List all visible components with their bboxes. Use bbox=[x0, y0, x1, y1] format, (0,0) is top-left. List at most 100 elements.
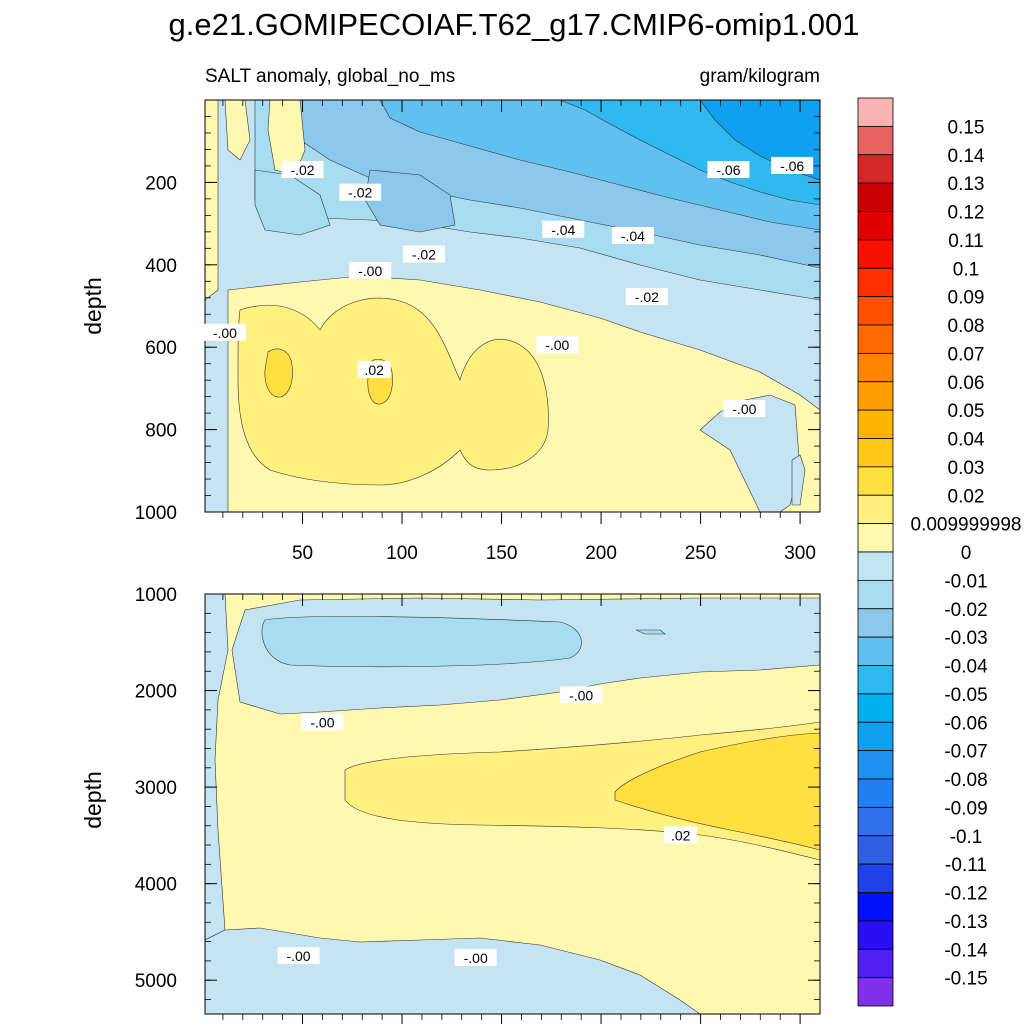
svg-text:-.02: -.02 bbox=[290, 162, 314, 178]
colorbar-label: 0.08 bbox=[948, 316, 985, 337]
colorbar-swatch bbox=[857, 211, 894, 241]
contour-label: -.02 bbox=[281, 161, 324, 179]
colorbar-swatch bbox=[857, 352, 894, 383]
colorbar-swatch bbox=[857, 892, 894, 922]
contour-label: -.00 bbox=[349, 261, 392, 279]
svg-text:-.00: -.00 bbox=[310, 714, 334, 730]
x-tick-label: 50 bbox=[292, 543, 313, 564]
lower-plot-frame bbox=[204, 593, 821, 1015]
svg-text:-.00: -.00 bbox=[213, 325, 237, 341]
svg-text:-.00: -.00 bbox=[569, 687, 593, 703]
colorbar-swatch bbox=[857, 579, 894, 610]
colorbar-swatch bbox=[857, 920, 894, 950]
upper-ylabel: depth bbox=[80, 277, 106, 335]
colorbar-label: -0.05 bbox=[944, 685, 987, 706]
colorbar-swatch bbox=[857, 721, 894, 752]
colorbar-label: -0.15 bbox=[944, 969, 987, 990]
y-tick-label: 1000 bbox=[135, 585, 177, 606]
colorbar-swatch bbox=[857, 125, 894, 156]
svg-text:-.04: -.04 bbox=[551, 222, 575, 238]
colorbar-label: -0.11 bbox=[945, 855, 987, 876]
upper-plot-frame bbox=[204, 99, 821, 513]
colorbar-label: 0.02 bbox=[948, 486, 985, 507]
y-tick-label: 3000 bbox=[135, 778, 177, 799]
contour-label: -.06 bbox=[771, 156, 814, 174]
lower-axes: 1000 2000 3000 4000 5000 bbox=[135, 585, 820, 1026]
colorbar-swatch bbox=[857, 835, 894, 865]
colorbar-swatch bbox=[857, 693, 894, 723]
svg-text:-.00: -.00 bbox=[732, 401, 756, 417]
colorbar-label: -0.13 bbox=[944, 912, 987, 933]
colorbar-label: -0.03 bbox=[944, 628, 987, 649]
colorbar-swatch bbox=[857, 466, 894, 496]
panel-left-label: SALT anomaly, global_no_ms bbox=[205, 66, 455, 87]
colorbar-label: 0.12 bbox=[948, 203, 985, 224]
svg-text:.02: .02 bbox=[364, 362, 384, 378]
upper-axes: 200 400 600 800 1000 50 100 150 200 250 300 bbox=[135, 99, 820, 564]
colorbar-swatch bbox=[857, 97, 894, 127]
y-tick-label: 400 bbox=[145, 256, 177, 277]
colorbar: 0.15 0.14 0.13 0.12 0.11 0.1 0.09 0.08 0.07 0.06 0… bbox=[857, 97, 1022, 1007]
y-tick-label: 600 bbox=[145, 338, 177, 359]
colorbar-swatch bbox=[857, 296, 894, 326]
colorbar-label: 0.15 bbox=[948, 117, 985, 138]
x-tick-label: 200 bbox=[585, 543, 617, 564]
colorbar-label: -0.01 bbox=[944, 571, 987, 592]
colorbar-label: -0.02 bbox=[944, 600, 987, 621]
svg-text:-.00: -.00 bbox=[286, 948, 310, 964]
contour-label: -.00 bbox=[203, 323, 246, 341]
svg-text:-.02: -.02 bbox=[348, 185, 372, 201]
colorbar-swatch bbox=[857, 523, 894, 553]
colorbar-swatch bbox=[857, 239, 894, 269]
colorbar-swatch bbox=[857, 182, 894, 212]
colorbar-label: 0.05 bbox=[948, 401, 985, 422]
svg-text:-.00: -.00 bbox=[358, 263, 382, 279]
panel-right-label: gram/kilogram bbox=[700, 66, 820, 87]
y-tick-label: 1000 bbox=[135, 503, 177, 524]
contour-label: -.00 bbox=[454, 949, 497, 966]
colorbar-label: -0.1 bbox=[950, 827, 983, 848]
colorbar-label: 0.04 bbox=[948, 430, 985, 451]
colorbar-swatch bbox=[857, 636, 894, 666]
colorbar-label: 0.13 bbox=[948, 174, 985, 195]
y-tick-label: 800 bbox=[145, 421, 177, 442]
contour-label: -.00 bbox=[277, 947, 320, 965]
contour-label: -.02 bbox=[339, 183, 382, 201]
colorbar-label: 0.14 bbox=[948, 146, 985, 167]
contour-label: -.02 bbox=[625, 287, 668, 305]
colorbar-label: 0.11 bbox=[948, 231, 984, 252]
svg-text:-.02: -.02 bbox=[412, 247, 436, 263]
svg-text:-.06: -.06 bbox=[780, 158, 804, 174]
colorbar-swatch bbox=[857, 494, 894, 525]
colorbar-swatch bbox=[857, 409, 894, 439]
colorbar-swatch bbox=[857, 750, 894, 780]
svg-text:-.06: -.06 bbox=[716, 162, 740, 178]
colorbar-label: -0.12 bbox=[944, 884, 987, 905]
colorbar-swatch bbox=[857, 267, 894, 298]
colorbar-label: -0.08 bbox=[944, 770, 987, 791]
contour-label: .02 bbox=[664, 826, 698, 844]
colorbar-swatch bbox=[857, 381, 894, 411]
svg-text:-.00: -.00 bbox=[464, 950, 488, 966]
y-tick-label: 200 bbox=[145, 173, 177, 194]
contour-labels: -.02 -.02 -.02 -.00 -.00 .02 -.04 -.04 -.02 -.00 -… bbox=[203, 156, 814, 966]
colorbar-swatch bbox=[857, 977, 894, 1007]
svg-text:-.04: -.04 bbox=[621, 228, 645, 244]
y-tick-label: 2000 bbox=[135, 682, 177, 703]
figure-title: g.e21.GOMIPECOIAF.T62_g17.CMIP6-omip1.00… bbox=[169, 7, 860, 42]
colorbar-swatch bbox=[857, 154, 894, 184]
colorbar-swatch bbox=[857, 778, 894, 808]
contour-label: -.00 bbox=[560, 686, 603, 704]
colorbar-label: 0.009999998 bbox=[911, 515, 1022, 536]
colorbar-label: -0.14 bbox=[944, 940, 988, 961]
svg-text:-.02: -.02 bbox=[635, 289, 659, 305]
colorbar-label: 0.1 bbox=[953, 259, 979, 280]
colorbar-label: 0 bbox=[961, 543, 972, 564]
contour-label: -.04 bbox=[611, 226, 654, 244]
lower-ylabel: depth bbox=[80, 771, 106, 829]
contour-label: -.04 bbox=[542, 220, 585, 238]
svg-text:.02: .02 bbox=[671, 827, 691, 843]
x-tick-label: 250 bbox=[685, 543, 717, 564]
colorbar-label: -0.06 bbox=[944, 713, 987, 734]
